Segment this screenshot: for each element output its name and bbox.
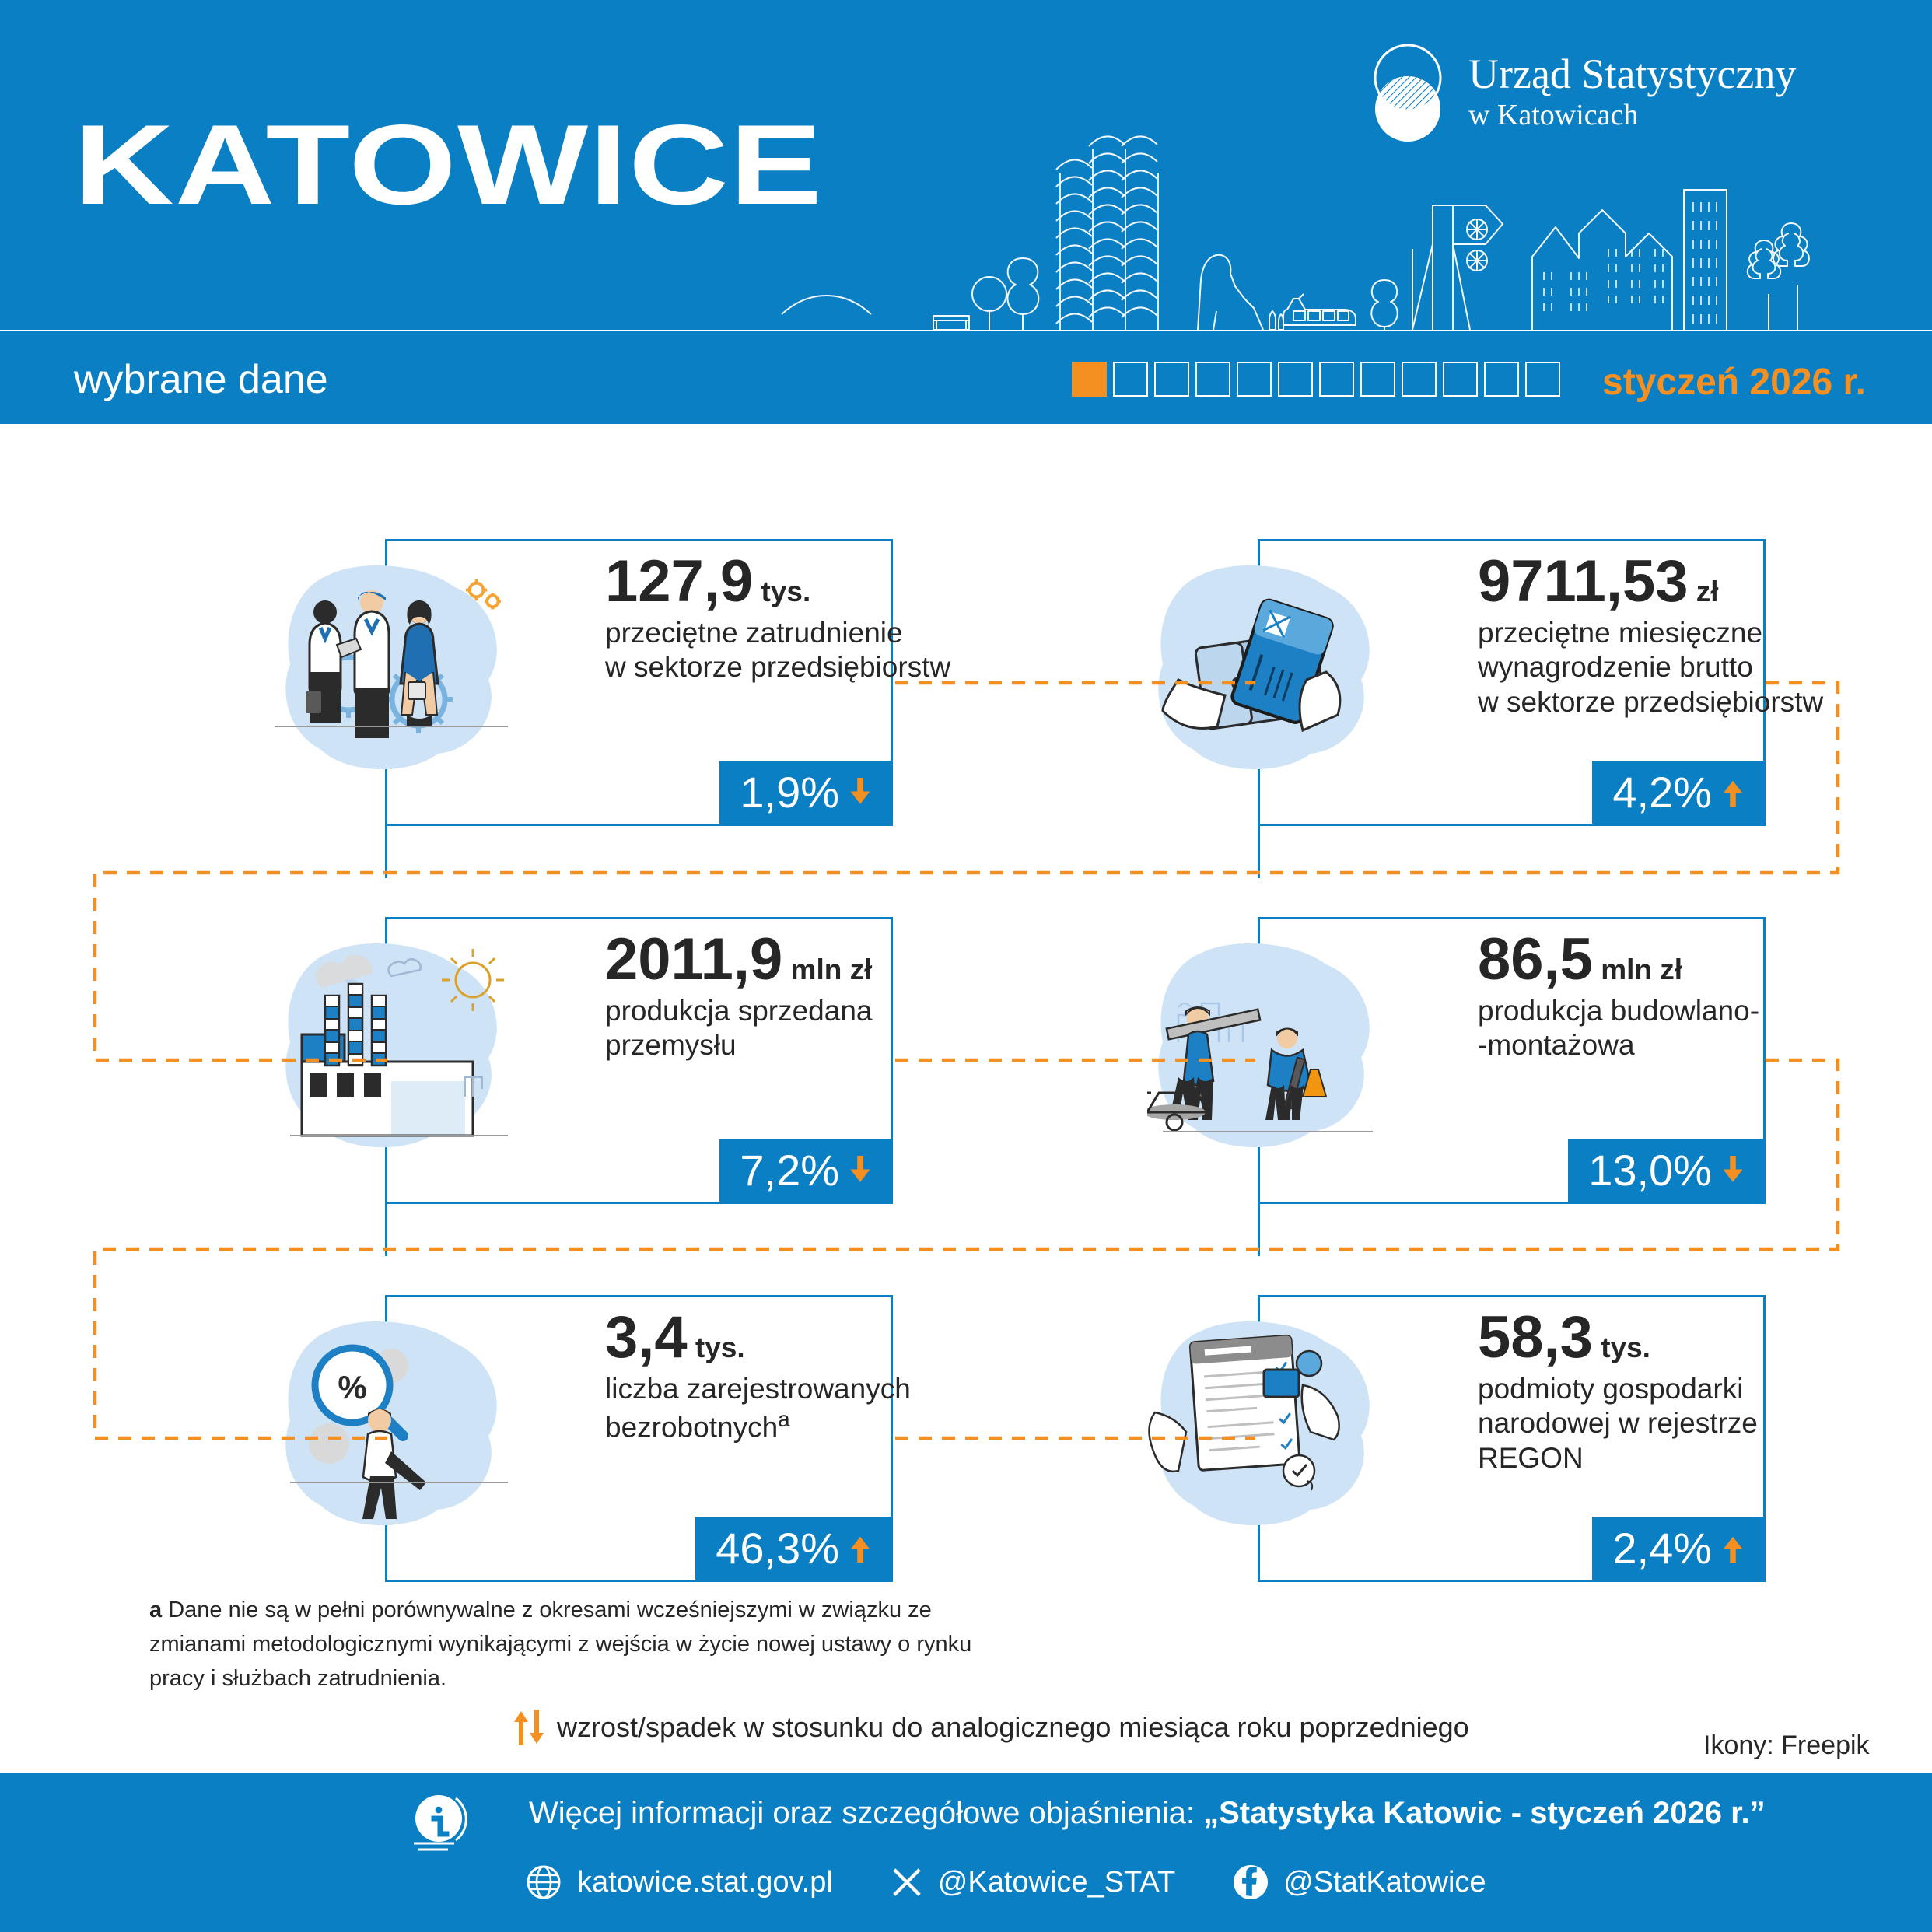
svg-text:%: % (338, 1369, 366, 1405)
